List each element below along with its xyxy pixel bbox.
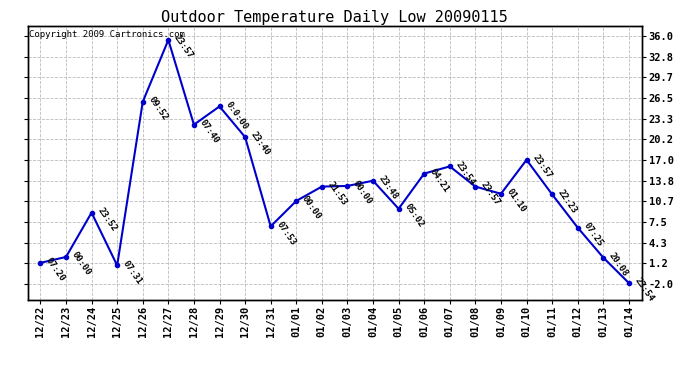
Text: 22:23: 22:23 — [556, 188, 579, 215]
Text: 07:25: 07:25 — [582, 221, 604, 248]
Text: 00:00: 00:00 — [300, 194, 323, 221]
Text: 0:0:00: 0:0:00 — [224, 100, 249, 131]
Text: 07:53: 07:53 — [275, 219, 297, 247]
Text: 04:21: 04:21 — [428, 167, 451, 194]
Title: Outdoor Temperature Daily Low 20090115: Outdoor Temperature Daily Low 20090115 — [161, 10, 508, 25]
Text: 01:10: 01:10 — [505, 187, 528, 214]
Text: 20:08: 20:08 — [607, 251, 630, 278]
Text: 00:00: 00:00 — [351, 179, 374, 206]
Text: Copyright 2009 Cartronics.com: Copyright 2009 Cartronics.com — [30, 30, 186, 39]
Text: 23:54: 23:54 — [454, 160, 477, 187]
Text: 23:40: 23:40 — [249, 130, 272, 158]
Text: 23:57: 23:57 — [480, 180, 502, 207]
Text: 23:48: 23:48 — [377, 174, 400, 201]
Text: 23:57: 23:57 — [531, 153, 553, 180]
Text: 23:57: 23:57 — [172, 33, 195, 60]
Text: 23:54: 23:54 — [633, 276, 656, 303]
Text: 07:20: 07:20 — [44, 256, 67, 283]
Text: 09:52: 09:52 — [147, 95, 170, 122]
Text: 21:53: 21:53 — [326, 180, 348, 207]
Text: 00:00: 00:00 — [70, 250, 92, 278]
Text: 07:31: 07:31 — [121, 259, 144, 286]
Text: 07:40: 07:40 — [198, 118, 221, 145]
Text: 05:02: 05:02 — [402, 202, 425, 229]
Text: 23:52: 23:52 — [95, 206, 118, 233]
